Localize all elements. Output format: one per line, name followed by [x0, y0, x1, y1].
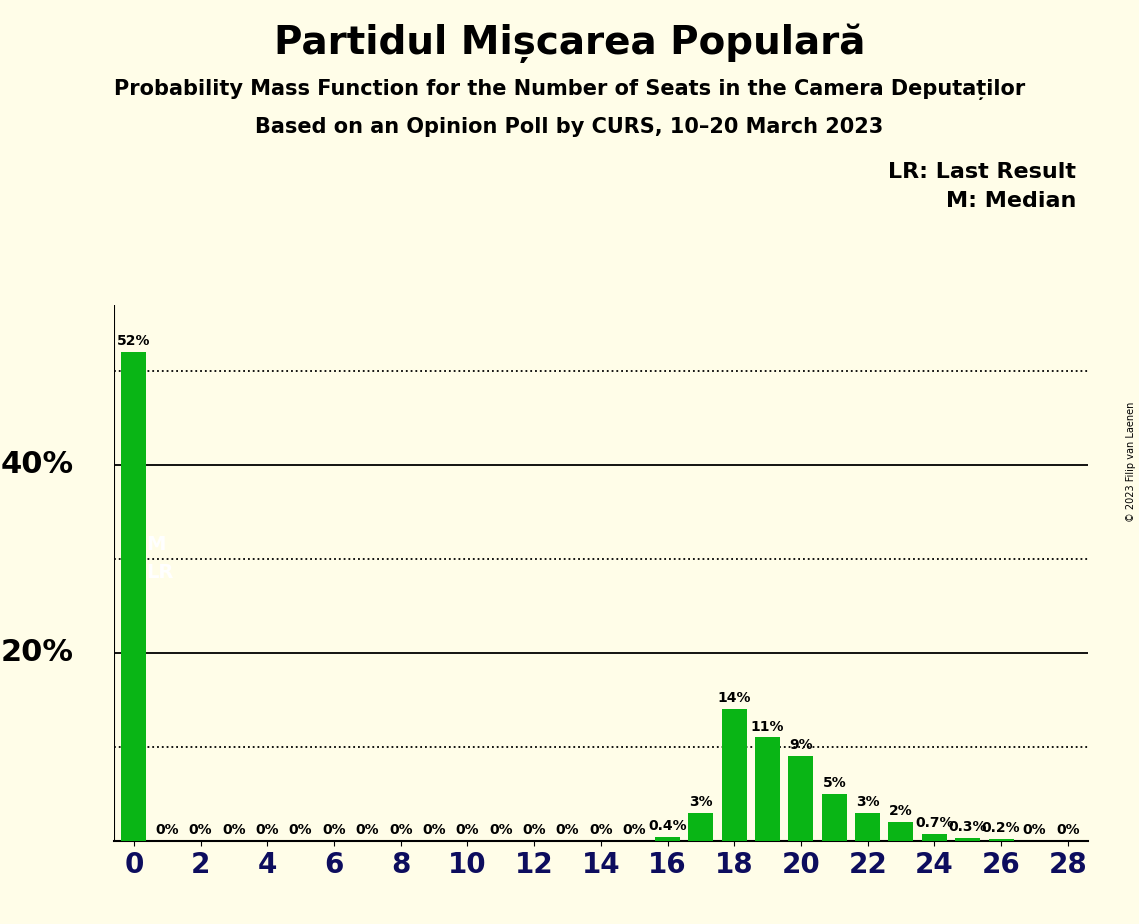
Bar [688, 812, 713, 841]
Text: 0.4%: 0.4% [648, 820, 687, 833]
Bar [755, 737, 780, 841]
Text: 3%: 3% [689, 795, 713, 808]
Text: 9%: 9% [789, 738, 813, 752]
Bar [122, 352, 147, 841]
Text: 2%: 2% [890, 804, 912, 819]
Text: 0%: 0% [388, 823, 412, 837]
Text: M: Median: M: Median [947, 191, 1076, 212]
Text: 0%: 0% [523, 823, 546, 837]
Bar [788, 756, 813, 841]
Bar [722, 710, 747, 841]
Text: Partidul Mișcarea Populară: Partidul Mișcarea Populară [273, 23, 866, 63]
Text: 0%: 0% [1023, 823, 1047, 837]
Text: 0%: 0% [589, 823, 613, 837]
Text: 0%: 0% [456, 823, 480, 837]
Bar [989, 839, 1014, 841]
Text: LR: Last Result: LR: Last Result [888, 162, 1076, 182]
Text: 5%: 5% [822, 776, 846, 790]
Bar [956, 838, 981, 841]
Text: 0.3%: 0.3% [949, 821, 986, 834]
Text: 0.2%: 0.2% [982, 821, 1021, 835]
Text: 0%: 0% [289, 823, 312, 837]
Text: 0%: 0% [423, 823, 445, 837]
Text: 0%: 0% [489, 823, 513, 837]
Text: 0%: 0% [1056, 823, 1080, 837]
Text: 0%: 0% [155, 823, 179, 837]
Bar [888, 822, 913, 841]
Text: 3%: 3% [855, 795, 879, 808]
Text: 0.7%: 0.7% [915, 817, 953, 831]
Text: 52%: 52% [117, 334, 150, 348]
Text: M: M [147, 535, 166, 554]
Bar [855, 812, 880, 841]
Text: 20%: 20% [1, 638, 74, 667]
Text: Probability Mass Function for the Number of Seats in the Camera Deputaților: Probability Mass Function for the Number… [114, 79, 1025, 100]
Text: 40%: 40% [1, 450, 74, 480]
Text: Based on an Opinion Poll by CURS, 10–20 March 2023: Based on an Opinion Poll by CURS, 10–20 … [255, 117, 884, 138]
Text: LR: LR [147, 564, 174, 582]
Bar [655, 837, 680, 841]
Text: 0%: 0% [189, 823, 213, 837]
Text: 0%: 0% [255, 823, 279, 837]
Bar [821, 794, 846, 841]
Text: 0%: 0% [222, 823, 246, 837]
Text: 0%: 0% [355, 823, 379, 837]
Bar [921, 834, 947, 841]
Text: 0%: 0% [322, 823, 346, 837]
Text: 14%: 14% [718, 691, 751, 705]
Text: 0%: 0% [622, 823, 646, 837]
Text: © 2023 Filip van Laenen: © 2023 Filip van Laenen [1126, 402, 1136, 522]
Text: 11%: 11% [751, 720, 785, 734]
Text: 0%: 0% [556, 823, 580, 837]
